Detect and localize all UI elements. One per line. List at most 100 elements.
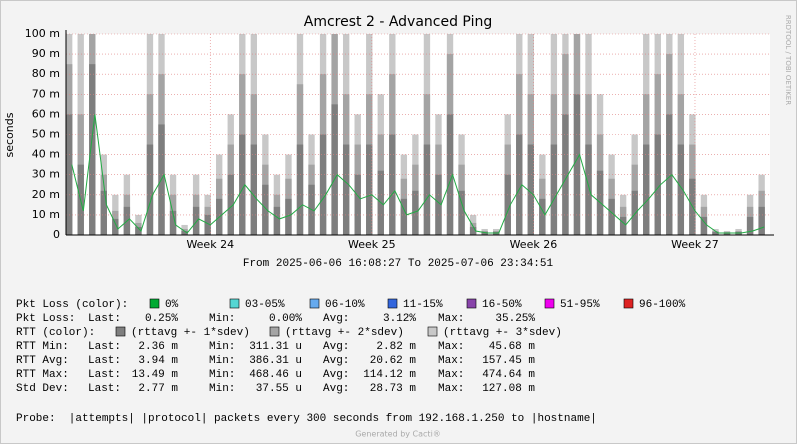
y-tick-label: 90 m xyxy=(32,47,60,60)
x-tick-label: Week 26 xyxy=(510,238,558,251)
stat-value: 386.31 u xyxy=(249,355,302,367)
rtt-band-bar xyxy=(654,134,661,235)
rtt-band-bar xyxy=(527,144,534,235)
y-tick-label: 50 m xyxy=(32,128,60,141)
stat-label: RTT Avg: xyxy=(16,355,69,367)
rtt-band-bar xyxy=(112,218,119,235)
rtt-band-bar xyxy=(619,216,627,235)
rtt-band-bar xyxy=(723,232,731,235)
rtt-band-bar xyxy=(285,198,292,235)
legend-swatch xyxy=(466,298,477,309)
rtt-band-bar xyxy=(342,144,350,235)
rtt-band-bar xyxy=(504,174,511,235)
rtt-band-bar xyxy=(135,226,142,235)
stat-key: Last: xyxy=(88,341,121,353)
stat-value: 311.31 u xyxy=(249,341,302,353)
stat-key: Min: xyxy=(209,383,235,395)
rtt-band-bar xyxy=(573,94,581,235)
stat-value: 20.62 m xyxy=(370,355,417,367)
rtt-band-bar xyxy=(746,216,754,235)
stat-value: 37.55 u xyxy=(256,383,302,395)
rtt-band-bar xyxy=(631,190,638,235)
stat-value: 0.25% xyxy=(145,313,178,325)
stat-label: RTT Max: xyxy=(16,369,69,381)
legend-swatch xyxy=(149,298,160,309)
legend-label: 96-100% xyxy=(639,299,686,311)
stat-value: 35.25% xyxy=(495,313,535,325)
legend-swatch xyxy=(387,298,398,309)
rtt-band-bar xyxy=(550,144,558,235)
y-tick-label: 20 m xyxy=(32,188,60,201)
rtt-band-bar xyxy=(643,144,650,235)
y-tick-label: 0 xyxy=(53,228,60,241)
y-tick-label: 100 m xyxy=(25,27,60,40)
stat-value: 2.77 m xyxy=(138,383,178,395)
rtt-band-bar xyxy=(758,206,765,235)
rtt-band-bar xyxy=(273,206,281,235)
rtt-band-bar xyxy=(516,134,523,235)
rtt-band-bar xyxy=(181,230,188,235)
stat-value: 3.12% xyxy=(383,313,416,325)
stat-value: 3.94 m xyxy=(138,355,178,367)
chart-title: Amcrest 2 - Advanced Ping xyxy=(304,14,492,30)
legend-swatch xyxy=(229,298,240,309)
rtt-band-bar xyxy=(458,190,465,235)
stat-value: 468.46 u xyxy=(249,369,302,381)
legend-label: 51-95% xyxy=(560,299,600,311)
legend-swatch xyxy=(269,326,280,337)
stat-key: Max: xyxy=(438,313,464,325)
stat-key: Avg: xyxy=(323,313,349,325)
rtt-band-bar xyxy=(262,184,269,235)
stat-key: Avg: xyxy=(323,369,349,381)
rtt-band-bar xyxy=(700,216,708,235)
stat-key: Min: xyxy=(209,369,235,381)
stat-value: 13.49 m xyxy=(132,369,179,381)
rtt-band-bar xyxy=(389,134,396,235)
stat-value: 474.64 m xyxy=(482,369,535,381)
legend-label: 16-50% xyxy=(482,299,522,311)
rtt-band-bar xyxy=(319,134,327,235)
rtt-band-bar xyxy=(192,206,200,235)
y-tick-label: 80 m xyxy=(32,67,60,80)
rtt-avg-line xyxy=(71,114,765,234)
rtt-band-bar xyxy=(366,144,373,235)
y-tick-label: 70 m xyxy=(32,87,60,100)
stat-key: Last: xyxy=(88,383,121,395)
rtt-band-bar xyxy=(296,144,304,235)
stat-key: Last: xyxy=(88,313,121,325)
loss-legend-label: Pkt Loss (color): xyxy=(16,299,128,311)
rtt-band-bar xyxy=(435,174,442,235)
legend-label: 06-10% xyxy=(325,299,365,311)
rtt-band-bar xyxy=(331,104,338,235)
footer: Generated by Cacti® xyxy=(355,430,441,439)
legend-label: 11-15% xyxy=(403,299,443,311)
legend-label: (rttavg +- 2*sdev) xyxy=(285,327,404,339)
rtt-band-bar xyxy=(354,174,361,235)
time-range: From 2025-06-06 16:08:27 To 2025-07-06 2… xyxy=(243,258,554,270)
rtt-band-bar xyxy=(562,114,569,235)
y-tick-label: 30 m xyxy=(32,168,60,181)
x-tick-label: Week 27 xyxy=(671,238,719,251)
stat-label: RTT Min: xyxy=(16,341,69,353)
stat-value: 2.82 m xyxy=(376,341,416,353)
rtt-band-bar xyxy=(227,174,234,235)
stat-key: Max: xyxy=(438,369,464,381)
rtt-legend-label: RTT (color): xyxy=(16,327,95,339)
rtt-band-bar xyxy=(239,134,246,235)
legend-swatch xyxy=(427,326,438,337)
rtt-band-bar xyxy=(585,144,592,235)
stat-key: Max: xyxy=(438,355,464,367)
side-text: RRDTOOL / TOBI OETIKER xyxy=(784,15,792,105)
legend-label: (rttavg +- 3*sdev) xyxy=(443,327,562,339)
legend-label: 03-05% xyxy=(245,299,285,311)
stat-key: Min: xyxy=(209,355,235,367)
rtt-band-bar xyxy=(146,144,154,235)
rtt-band-bar xyxy=(250,144,258,235)
rtt-band-bar xyxy=(412,190,419,235)
legend-label: 0% xyxy=(165,299,179,311)
rtt-band-bar xyxy=(608,198,615,235)
stat-key: Max: xyxy=(438,383,464,395)
legend-swatch xyxy=(544,298,555,309)
